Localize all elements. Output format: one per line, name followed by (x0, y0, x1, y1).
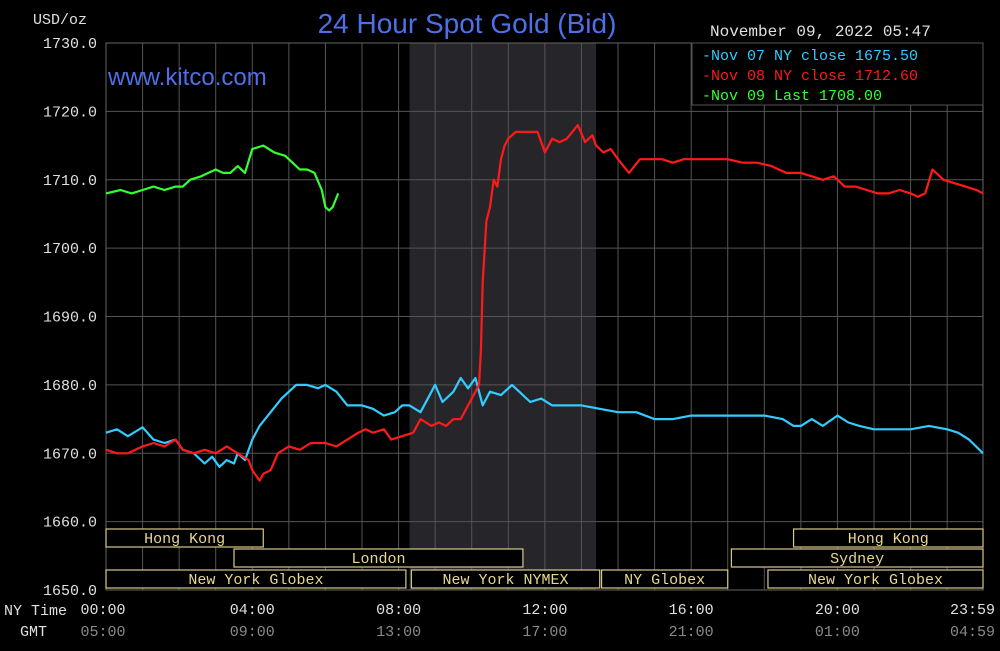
ny-time-label: NY Time (4, 603, 67, 620)
x-tick-label-ny: 00:00 (80, 602, 125, 619)
session-bar: Sydney (730, 548, 984, 568)
session-bar: New York Globex (767, 569, 984, 589)
session-label: Sydney (830, 551, 884, 568)
y-tick-label: 1670.0 (43, 446, 97, 463)
y-axis: 1730.0 1720.0 1710.0 1700.0 1690.0 1680.0 1670… (43, 36, 97, 600)
x-tick-label-ny: 04:00 (230, 602, 275, 619)
legend-entry: -Nov 09 Last 1708.00 (702, 88, 882, 105)
x-tick-label-ny: 08:00 (376, 602, 421, 619)
x-tick-label-gmt: 21:00 (669, 624, 714, 641)
x-tick-label-ny: 16:00 (669, 602, 714, 619)
session-bar: New York NYMEX (410, 569, 601, 589)
units-label: USD/oz (33, 12, 87, 29)
legend-entry: -Nov 07 NY close 1675.50 (702, 48, 918, 65)
session-label: NY Globex (624, 572, 705, 589)
y-tick-label: 1660.0 (43, 515, 97, 532)
session-bar: Hong Kong (105, 528, 264, 548)
plot-border (105, 42, 984, 591)
series-line-nov-09 (105, 144, 340, 212)
x-tick-label-ny: 23:59 (950, 602, 995, 619)
y-tick-label: 1720.0 (43, 104, 97, 121)
x-tick-label-gmt: 01:00 (815, 624, 860, 641)
y-tick-label: 1690.0 (43, 310, 97, 327)
legend-box (691, 42, 984, 106)
x-tick-label-gmt: 04:59 (950, 624, 995, 641)
session-bar: Hong Kong (792, 528, 984, 548)
series-line-nov-07 (105, 376, 984, 468)
session-box (105, 528, 264, 548)
x-tick-label-gmt: 17:00 (522, 624, 567, 641)
session-label: London (351, 551, 405, 568)
timestamp: November 09, 2022 05:47 (710, 23, 931, 41)
y-tick-label: 1650.0 (43, 583, 97, 600)
session-box (767, 569, 984, 589)
gmt-label: GMT (20, 624, 47, 641)
session-label: Hong Kong (144, 531, 225, 548)
x-tick-label-gmt: 09:00 (230, 624, 275, 641)
session-box (233, 548, 524, 568)
session-box (410, 569, 601, 589)
y-tick-label: 1710.0 (43, 173, 97, 190)
session-bar: London (233, 548, 524, 568)
legend: -Nov 07 NY close 1675.50 -Nov 08 NY close… (691, 42, 984, 106)
session-box (105, 569, 407, 589)
session-box (792, 528, 984, 548)
session-label: New York Globex (188, 572, 323, 589)
session-bar: NY Globex (600, 569, 729, 589)
x-axis: 00:00 05:00 04:00 09:00 08:00 13:00 12:00 17:00… (80, 602, 995, 641)
x-tick-label-ny: 12:00 (522, 602, 567, 619)
y-tick-label: 1680.0 (43, 378, 97, 395)
x-tick-label-gmt: 05:00 (80, 624, 125, 641)
session-label: Hong Kong (848, 531, 929, 548)
x-tick-label-gmt: 13:00 (376, 624, 421, 641)
chart-title: 24 Hour Spot Gold (Bid) (318, 8, 617, 39)
session-bar: New York Globex (105, 569, 407, 589)
series-line-nov-08 (105, 123, 984, 482)
x-tick-label-ny: 20:00 (815, 602, 860, 619)
session-label: New York Globex (808, 572, 943, 589)
y-tick-label: 1700.0 (43, 241, 97, 258)
y-tick-label: 1730.0 (43, 36, 97, 53)
session-box (730, 548, 984, 568)
website-label: www.kitco.com (107, 64, 267, 91)
plot-area: Hong Kong Hong Kong London Sydney New York G… (105, 42, 984, 591)
session-box (600, 569, 729, 589)
session-label: New York NYMEX (443, 572, 569, 589)
legend-entry: -Nov 08 NY close 1712.60 (702, 68, 918, 85)
